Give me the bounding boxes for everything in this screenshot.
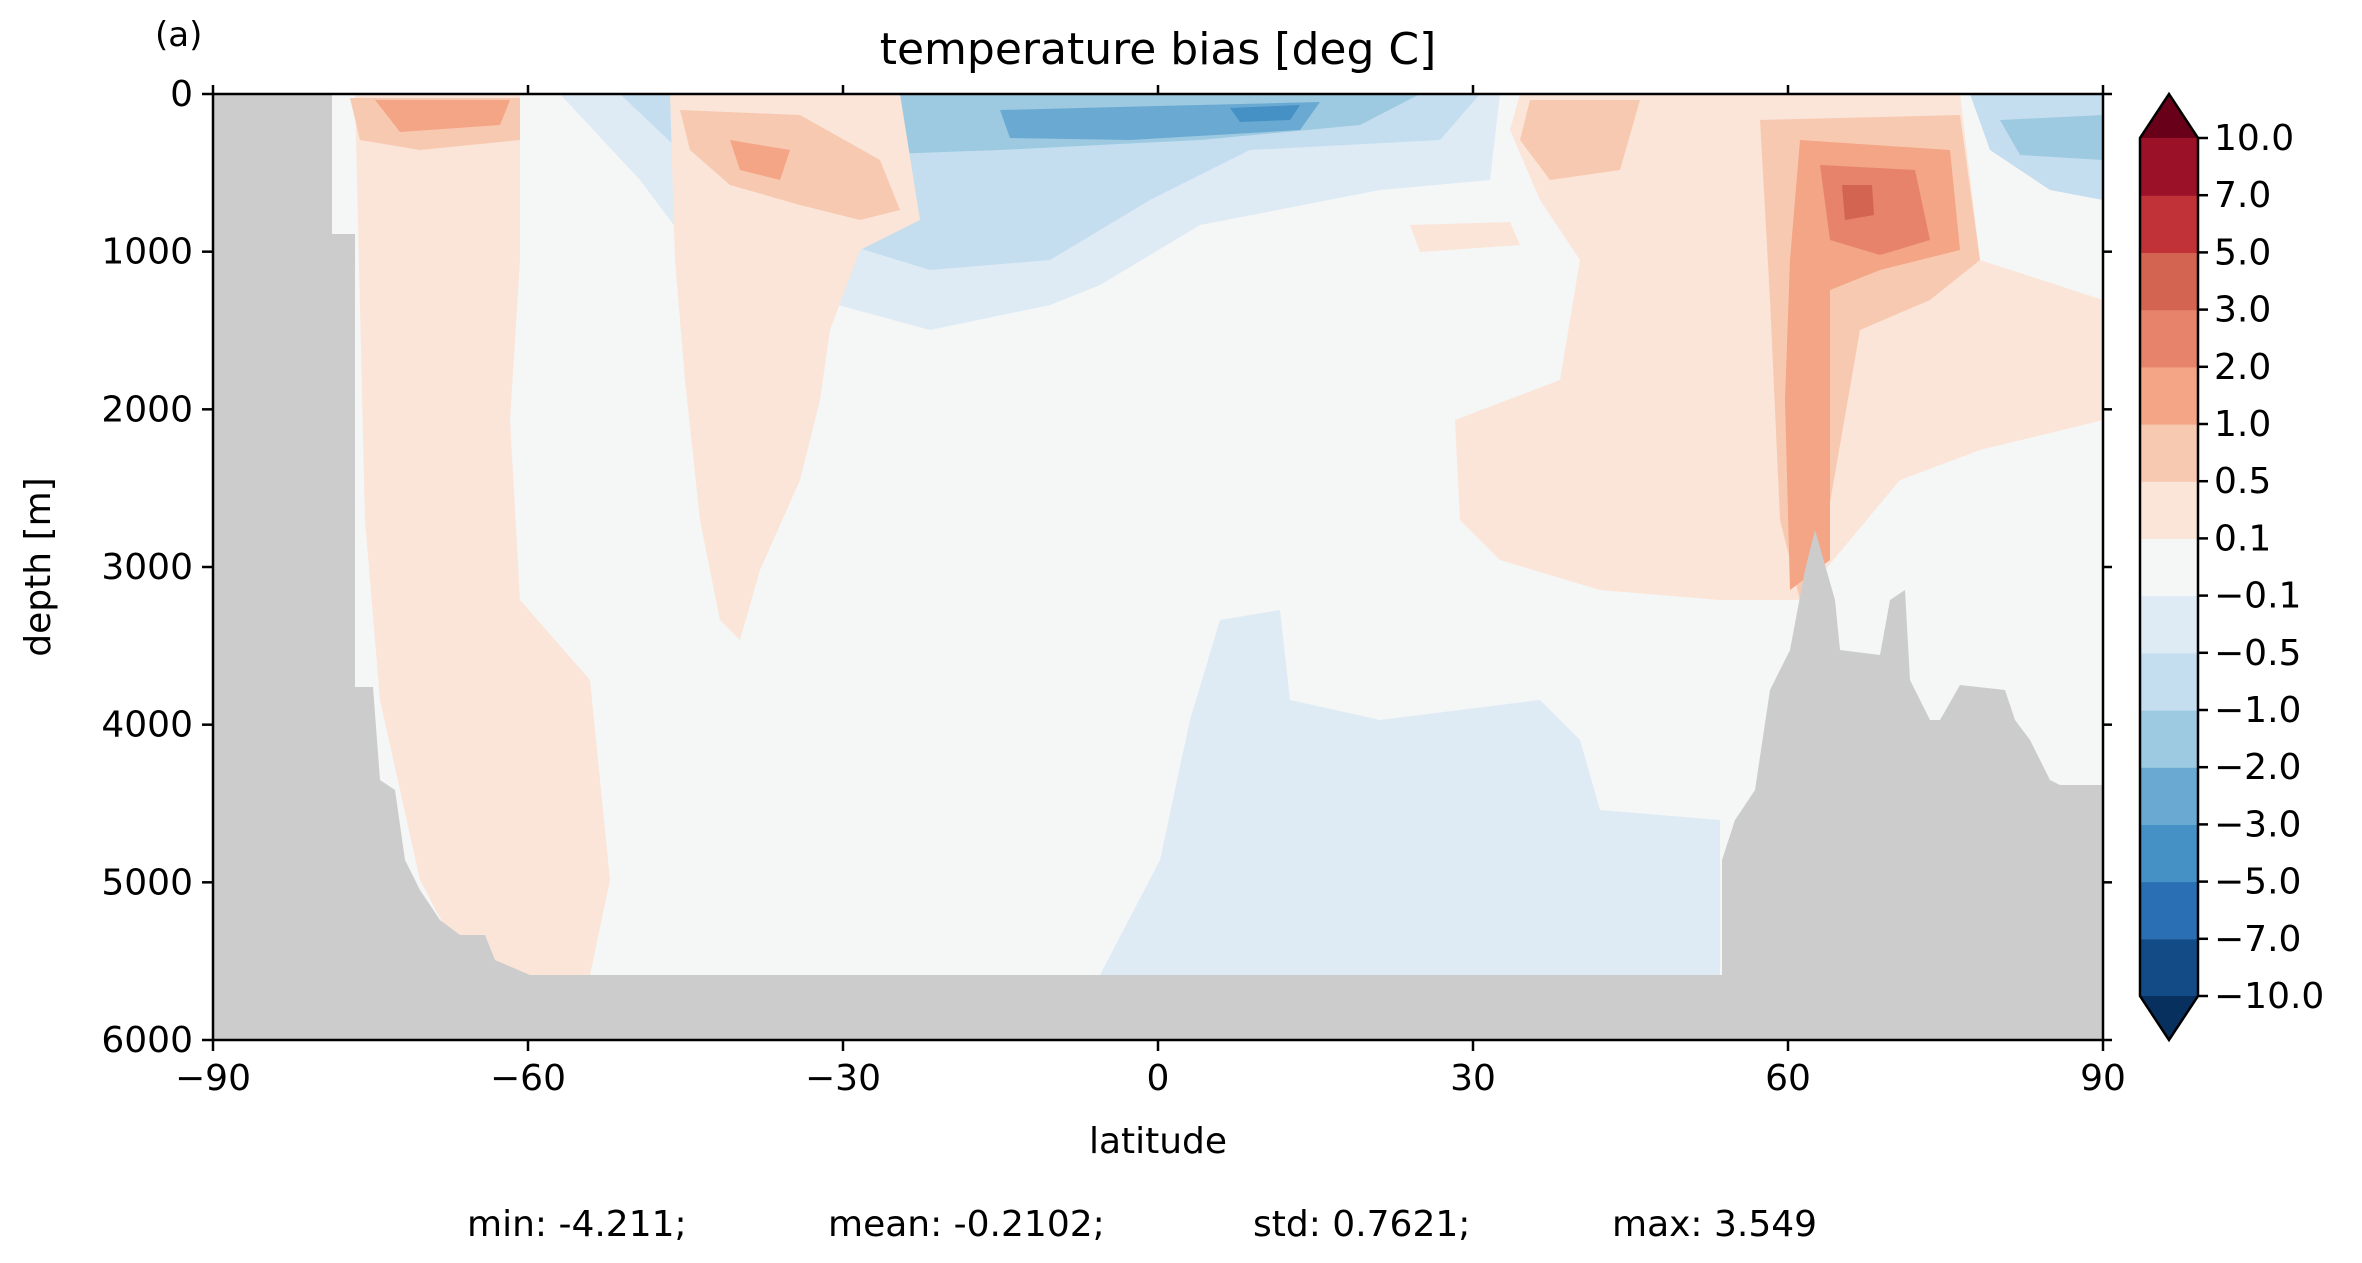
x-tick-label: −60 <box>490 1058 566 1099</box>
colorbar-tick-label: −10.0 <box>2214 976 2324 1017</box>
y-axis-label: depth [m] <box>18 477 59 656</box>
stat-std: std: 0.7621; <box>1253 1204 1470 1245</box>
warm-mid-lens <box>1410 222 1520 252</box>
stats-line: min: -4.211; mean: -0.2102; std: 0.7621;… <box>467 1204 1817 1245</box>
colorbar: −10.0 −7.0 −5.0 −3.0 −2.0 −1.0 −0.5 −0.1 0.1 0.5 1… <box>2138 91 2324 1043</box>
x-tick-label: 0 <box>1147 1058 1170 1099</box>
y-axis-ticks: 0 1000 2000 3000 4000 5000 6000 <box>101 74 2112 1061</box>
colorbar-tick-label: −5.0 <box>2214 862 2301 903</box>
warm-south-upper-core <box>730 140 790 180</box>
y-tick-label: 6000 <box>101 1020 193 1061</box>
colorbar-tick-label: 0.1 <box>2214 518 2271 559</box>
y-tick-label: 4000 <box>101 705 193 746</box>
warm-north-core <box>1785 140 1960 590</box>
colorbar-tick-label: 3.0 <box>2214 290 2271 331</box>
colorbar-segment <box>2140 652 2198 711</box>
colorbar-segment <box>2140 824 2198 883</box>
cold-deep-region <box>1100 610 1720 975</box>
colorbar-tick-label: −0.5 <box>2214 633 2301 674</box>
cold-core-strongest <box>1230 105 1300 122</box>
y-tick-label: 0 <box>170 74 193 115</box>
warm-south-mid <box>670 94 920 640</box>
colorbar-segment <box>2140 138 2198 196</box>
x-tick-label: −30 <box>805 1058 881 1099</box>
stat-min: min: -4.211; <box>467 1204 687 1245</box>
colorbar-segment <box>2140 424 2198 482</box>
colorbar-segment <box>2140 767 2198 825</box>
colorbar-segment <box>2140 595 2198 654</box>
colorbar-segment <box>2140 881 2198 940</box>
colorbar-tick-label: −1.0 <box>2214 690 2301 731</box>
chart-title: temperature bias [deg C] <box>880 24 1437 75</box>
y-tick-label: 2000 <box>101 389 193 430</box>
colorbar-over-arrow <box>2140 94 2198 138</box>
colorbar-segment <box>2140 309 2198 368</box>
y-tick-label: 3000 <box>101 547 193 588</box>
y-tick-label: 1000 <box>101 232 193 273</box>
x-tick-label: −90 <box>175 1058 251 1099</box>
colorbar-tick-label: −2.0 <box>2214 747 2301 788</box>
x-axis-label: latitude <box>1089 1121 1227 1162</box>
panel-label: (a) <box>155 15 202 55</box>
warm-north-core-strong <box>1820 165 1930 255</box>
stat-max: max: 3.549 <box>1612 1204 1817 1245</box>
x-axis-ticks: −90 −60 −30 0 30 60 90 <box>175 85 2126 1099</box>
bathymetry-land <box>213 94 2103 1040</box>
colorbar-segment <box>2140 538 2198 597</box>
colorbar-tick-label: −0.1 <box>2214 576 2301 617</box>
colorbar-tick-label: 10.0 <box>2214 118 2294 159</box>
cold-arctic-core <box>2000 115 2103 160</box>
x-tick-label: 30 <box>1450 1058 1496 1099</box>
colorbar-tick-label: 0.5 <box>2214 461 2271 502</box>
colorbar-tick-label: 7.0 <box>2214 175 2271 216</box>
colorbar-segment <box>2140 481 2198 539</box>
warm-south-upper <box>680 110 900 220</box>
colorbar-tick-label: −3.0 <box>2214 804 2301 845</box>
warm-north-upper <box>1520 100 1640 180</box>
colorbar-tick-label: −7.0 <box>2214 919 2301 960</box>
colorbar-tick-label: 1.0 <box>2214 404 2271 445</box>
plot-area <box>213 94 2103 1040</box>
colorbar-segment <box>2140 252 2198 311</box>
colorbar-segment <box>2140 938 2198 997</box>
x-tick-label: 60 <box>1765 1058 1811 1099</box>
warm-south-column <box>355 94 610 975</box>
colorbar-tick-label: 2.0 <box>2214 347 2271 388</box>
colorbar-under-arrow <box>2140 996 2198 1040</box>
warm-north-core-max <box>1842 185 1874 220</box>
x-tick-label: 90 <box>2080 1058 2126 1099</box>
colorbar-segment <box>2140 710 2198 768</box>
colorbar-tick-label: 5.0 <box>2214 232 2271 273</box>
colorbar-segment <box>2140 195 2198 253</box>
y-tick-label: 5000 <box>101 862 193 903</box>
warm-south-surface-core <box>375 100 510 132</box>
colorbar-segment <box>2140 366 2198 425</box>
stat-mean: mean: -0.2102; <box>828 1204 1105 1245</box>
